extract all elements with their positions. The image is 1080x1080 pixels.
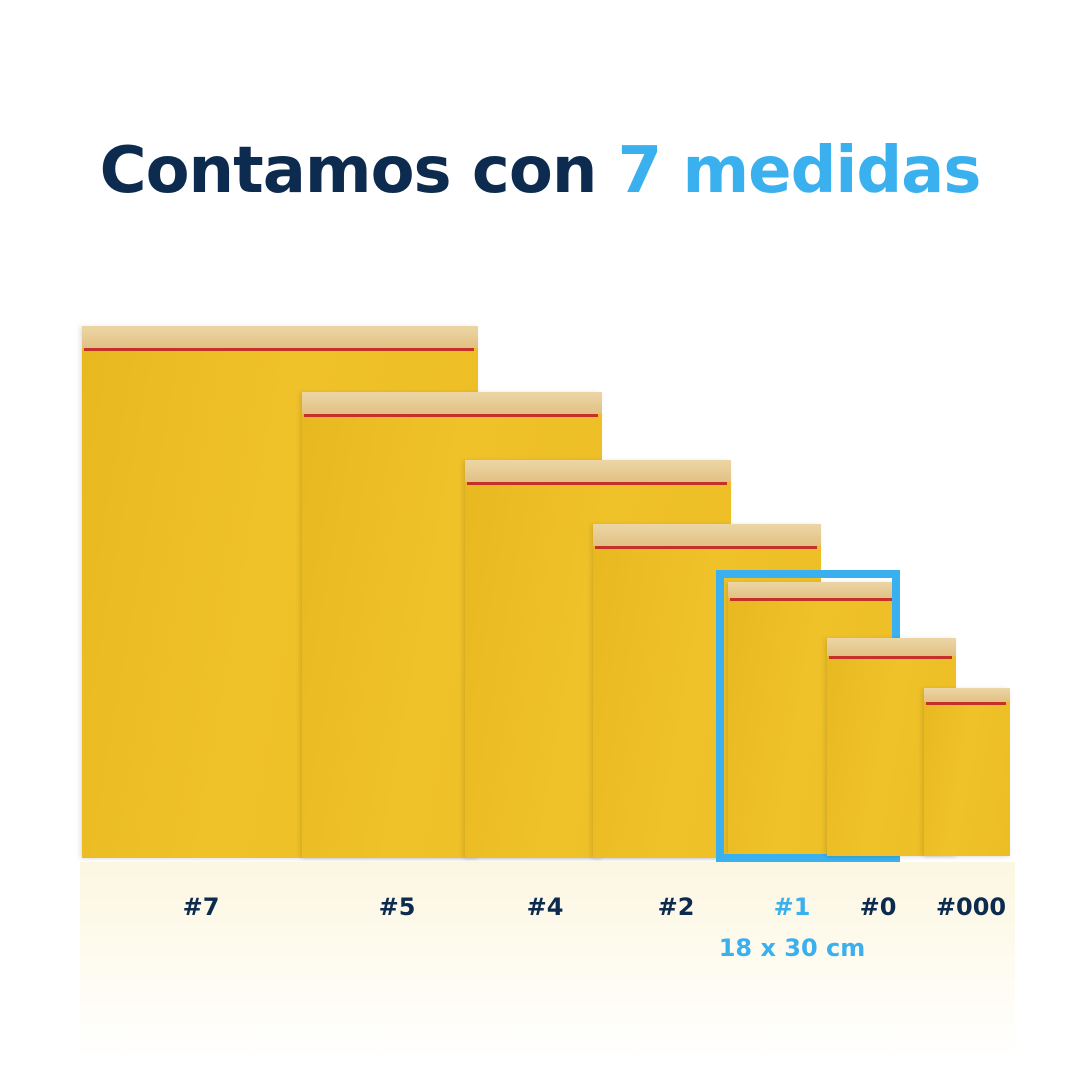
envelope-flap bbox=[924, 688, 1010, 702]
envelope-flap bbox=[82, 326, 478, 348]
floor-reflection bbox=[80, 862, 1015, 1062]
size-label-000: #000 bbox=[935, 893, 1007, 921]
envelope-flap bbox=[302, 392, 602, 414]
envelope-flap bbox=[465, 460, 731, 482]
envelope-000 bbox=[924, 688, 1010, 856]
seal-strip bbox=[84, 348, 474, 351]
size-label-4: #4 bbox=[526, 893, 564, 921]
headline: Contamos con 7 medidas bbox=[0, 139, 1080, 203]
size-label-0: #0 bbox=[859, 893, 897, 921]
size-label-7: #7 bbox=[182, 893, 220, 921]
size-label-2: #2 bbox=[657, 893, 695, 921]
size-label-5: #5 bbox=[378, 893, 416, 921]
seal-strip bbox=[926, 702, 1006, 705]
size-dimensions: 18 x 30 cm bbox=[718, 934, 866, 962]
seal-strip bbox=[467, 482, 727, 485]
envelope-flap bbox=[728, 582, 896, 598]
seal-strip bbox=[595, 546, 817, 549]
seal-strip bbox=[730, 598, 892, 601]
size-label-1: #1 bbox=[773, 893, 811, 921]
headline-text: Contamos con bbox=[99, 133, 618, 208]
seal-strip bbox=[304, 414, 598, 417]
headline-accent-text: 7 medidas bbox=[617, 133, 982, 208]
envelope-flap bbox=[593, 524, 821, 546]
envelope-flap bbox=[827, 638, 956, 656]
seal-strip bbox=[829, 656, 952, 659]
